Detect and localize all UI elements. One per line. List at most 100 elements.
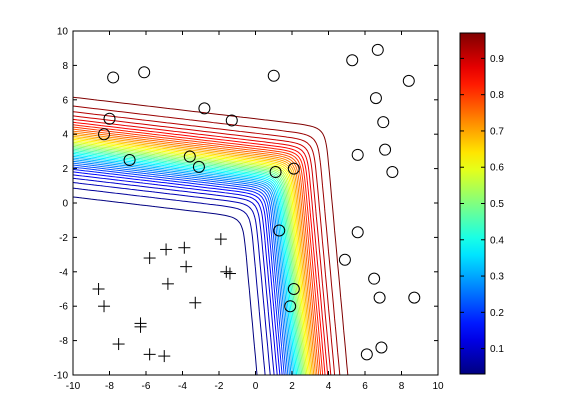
- x-tick-label: 0: [253, 381, 259, 392]
- contour-line: [73, 144, 305, 375]
- colorbar-tick-label: 0.7: [490, 126, 504, 137]
- circle-marker: [375, 341, 388, 354]
- contour-line: [73, 105, 341, 375]
- circle-marker: [103, 112, 116, 125]
- colorbar-tick-label: 0.6: [490, 163, 504, 174]
- circle-marker: [408, 291, 421, 304]
- colorbar-tick-label: 0.8: [490, 90, 504, 101]
- circle-marker: [107, 71, 120, 84]
- colorbar-tick-label: 0.5: [490, 199, 504, 210]
- y-axis-ticks: -10 -8 -6 -4 -2 0 2 4 6 8 10: [54, 27, 438, 382]
- circle-marker: [360, 348, 373, 361]
- contour-line: [73, 118, 329, 375]
- contour-line: [73, 177, 275, 375]
- contour-line: [73, 147, 303, 375]
- contour-line: [73, 181, 271, 375]
- circle-marker: [368, 272, 381, 285]
- contour-line: [73, 140, 309, 375]
- contour-line: [73, 135, 313, 375]
- contour-line: [73, 168, 283, 375]
- contour-line: [73, 115, 332, 375]
- x-tick-label: -10: [66, 381, 81, 392]
- colorbar-tick-label: 0.2: [490, 308, 504, 319]
- x-tick-label: -4: [178, 381, 187, 392]
- circle-marker: [269, 166, 282, 179]
- circle-marker: [284, 300, 297, 313]
- x-tick-label: 6: [362, 381, 368, 392]
- x-tick-label: -8: [105, 381, 114, 392]
- plus-marker: [189, 296, 202, 309]
- contour-line: [73, 196, 258, 375]
- contour-layer: [73, 96, 349, 375]
- y-tick-label: -8: [59, 336, 68, 347]
- y-tick-label: 8: [62, 61, 68, 72]
- circle-marker: [379, 143, 392, 156]
- plus-marker: [134, 320, 147, 333]
- plus-marker: [160, 243, 173, 256]
- contour-line: [73, 138, 311, 375]
- circle-marker: [351, 226, 364, 239]
- y-tick-label: -4: [59, 267, 68, 278]
- colorbar-tick-label: 0.9: [490, 54, 504, 65]
- circle-marker: [369, 92, 382, 105]
- contour-line: [73, 132, 316, 375]
- contour-line: [73, 160, 291, 375]
- contour-line: [73, 166, 285, 375]
- x-tick-label: 10: [432, 381, 444, 392]
- circle-marker: [338, 253, 351, 266]
- x-tick-label: 8: [399, 381, 405, 392]
- circle-marker: [198, 102, 211, 115]
- y-tick-label: 0: [62, 199, 68, 210]
- y-tick-label: -10: [54, 371, 69, 382]
- contour-line: [73, 134, 315, 375]
- contour-line: [73, 162, 289, 375]
- circle-marker: [377, 116, 390, 129]
- plus-marker: [178, 241, 191, 254]
- circle-marker: [351, 148, 364, 161]
- contour-line: [73, 154, 296, 375]
- x-tick-label: -2: [215, 381, 224, 392]
- x-tick-label: -6: [142, 381, 151, 392]
- plus-marker: [112, 338, 125, 351]
- contour-line: [73, 187, 266, 375]
- circle-marker: [346, 54, 359, 67]
- circle-marker: [273, 224, 286, 237]
- contour-line: [73, 148, 302, 375]
- contour-line: [73, 155, 295, 375]
- circle-marker: [98, 128, 111, 141]
- plus-marker: [143, 252, 156, 265]
- x-tick-label: 4: [326, 381, 332, 392]
- contour-line: [73, 171, 281, 375]
- circle-marker: [123, 154, 136, 166]
- contour-line: [73, 128, 320, 375]
- plus-marker: [161, 277, 174, 290]
- plus-marker: [98, 300, 111, 313]
- colorbar-ticks: 0.1 0.2 0.3 0.4 0.5 0.6 0.7 0.8 0.9: [460, 54, 504, 355]
- circle-marker: [267, 69, 280, 82]
- axes-background: [73, 31, 438, 375]
- contour-line: [73, 159, 292, 375]
- contour-line: [73, 164, 287, 375]
- y-tick-label: 4: [62, 130, 68, 141]
- marker-layer: [92, 43, 421, 363]
- contour-line: [73, 130, 318, 375]
- circle-marker: [287, 162, 300, 175]
- contour-line: [73, 124, 324, 375]
- y-tick-label: 10: [57, 27, 69, 38]
- circle-marker: [287, 283, 300, 295]
- contour-line: [73, 126, 322, 375]
- circle-marker: [192, 160, 205, 173]
- circle-marker: [225, 114, 238, 127]
- y-tick-label: 6: [62, 95, 68, 106]
- contour-line: [73, 141, 308, 375]
- contour-line: [73, 121, 326, 375]
- x-tick-label: 2: [289, 381, 295, 392]
- circle-marker: [183, 150, 196, 163]
- contour-line: [73, 111, 336, 375]
- plus-marker: [180, 260, 193, 273]
- colorbar-tick-label: 0.1: [490, 344, 504, 355]
- y-tick-label: 2: [62, 164, 68, 175]
- plus-marker: [143, 348, 156, 361]
- circle-marker: [371, 43, 384, 56]
- contour-line: [73, 96, 349, 375]
